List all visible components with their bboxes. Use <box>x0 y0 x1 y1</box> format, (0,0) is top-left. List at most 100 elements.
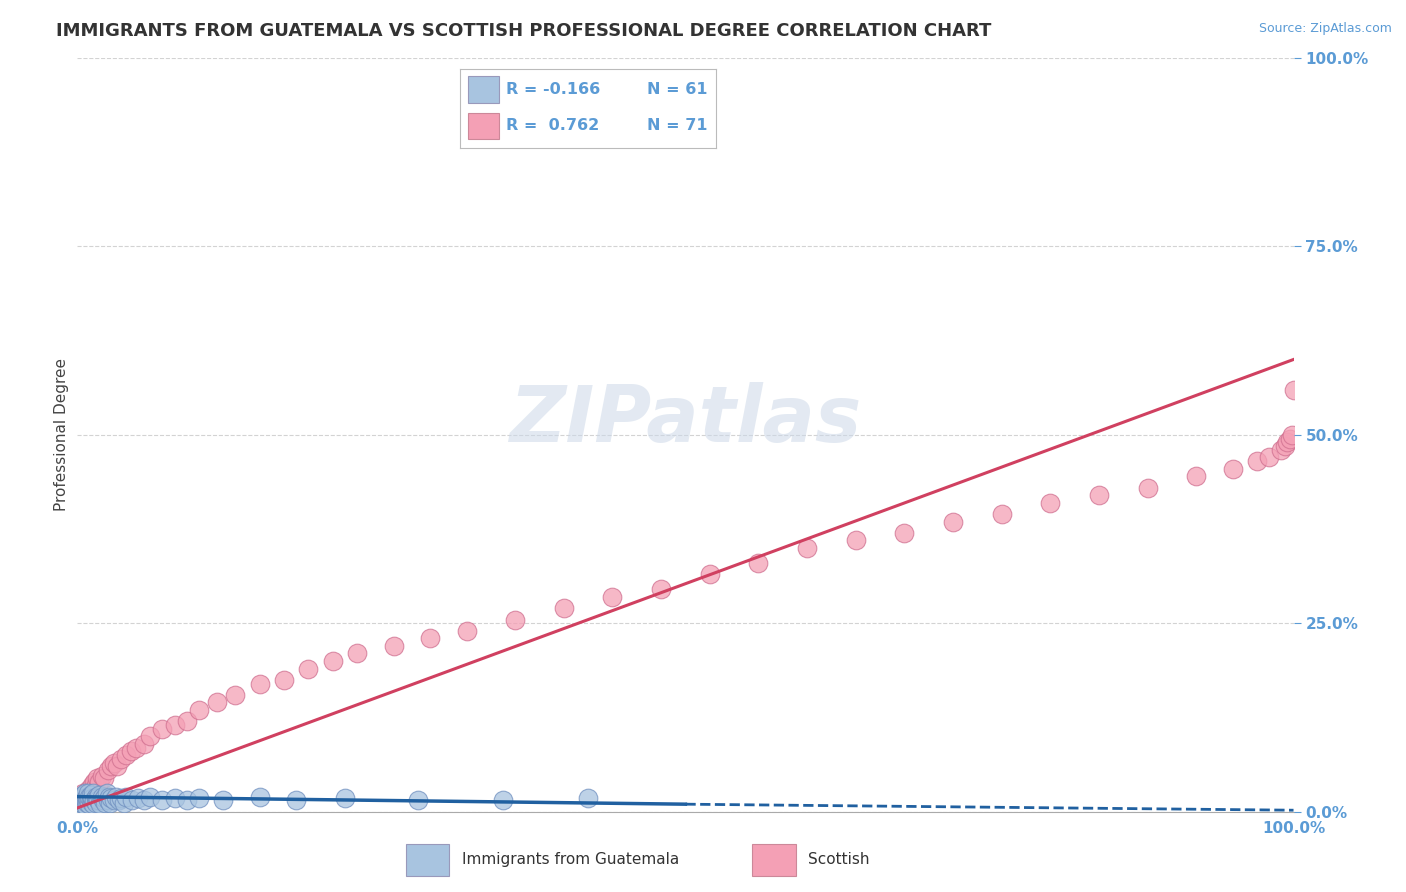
Point <box>80 786 103 800</box>
Text: R =  0.762: R = 0.762 <box>506 119 599 134</box>
Point <box>456 624 478 638</box>
Point <box>1222 462 1244 476</box>
Point <box>72 797 94 812</box>
Point <box>139 730 162 744</box>
Point <box>73 793 96 807</box>
Text: ZIPatlas: ZIPatlas <box>509 382 862 458</box>
Text: Immigrants from Guatemala: Immigrants from Guatemala <box>461 853 679 867</box>
Point <box>84 789 107 804</box>
Point <box>103 756 125 770</box>
Point <box>91 793 114 807</box>
Point <box>110 791 132 805</box>
Point <box>77 783 100 797</box>
Point <box>139 789 162 804</box>
Point <box>93 791 115 805</box>
Point <box>333 791 356 805</box>
Text: N = 71: N = 71 <box>647 119 707 134</box>
Point <box>79 788 101 802</box>
Text: Scottish: Scottish <box>808 853 870 867</box>
Point <box>699 567 721 582</box>
Point <box>79 797 101 812</box>
Point <box>990 507 1012 521</box>
Point <box>176 793 198 807</box>
Point <box>110 752 132 766</box>
Point <box>70 789 93 804</box>
Point <box>77 793 100 807</box>
Point <box>70 796 93 810</box>
Point <box>249 676 271 690</box>
Point <box>73 786 96 800</box>
Point <box>105 789 128 804</box>
Point <box>1282 383 1305 397</box>
Point <box>115 748 138 763</box>
Point <box>97 793 120 807</box>
Point <box>285 793 308 807</box>
Point <box>322 654 344 668</box>
Point <box>79 789 101 804</box>
Point <box>1277 435 1299 450</box>
Y-axis label: Professional Degree: Professional Degree <box>53 359 69 511</box>
Point <box>89 774 111 789</box>
Point <box>72 791 94 805</box>
Point <box>125 740 148 755</box>
Point <box>73 793 96 807</box>
Point <box>297 661 319 675</box>
Point <box>72 786 94 800</box>
Point <box>80 778 103 792</box>
Point <box>93 771 115 785</box>
Point <box>80 788 103 802</box>
Point <box>82 786 104 800</box>
Point <box>84 778 107 792</box>
Point <box>83 774 105 789</box>
Point <box>70 796 93 810</box>
Point <box>77 786 100 800</box>
Point <box>188 791 211 805</box>
Point <box>70 798 93 813</box>
Point <box>576 791 599 805</box>
Text: R = -0.166: R = -0.166 <box>506 82 600 97</box>
Point <box>134 737 156 751</box>
Point <box>1039 496 1062 510</box>
Point <box>553 601 575 615</box>
Point <box>1246 454 1268 468</box>
Point <box>112 796 135 810</box>
Point <box>121 793 143 807</box>
Point <box>134 793 156 807</box>
Point <box>98 796 121 810</box>
Point <box>127 791 149 805</box>
Point <box>650 582 672 597</box>
Point <box>188 703 211 717</box>
FancyBboxPatch shape <box>406 844 450 876</box>
Point <box>492 793 515 807</box>
Point <box>100 791 122 805</box>
Point <box>346 647 368 661</box>
Point <box>152 722 174 736</box>
Point <box>70 791 93 805</box>
Point <box>80 793 103 807</box>
Point <box>72 788 94 802</box>
Point <box>82 782 104 797</box>
Text: Source: ZipAtlas.com: Source: ZipAtlas.com <box>1258 22 1392 36</box>
Point <box>796 541 818 555</box>
Point <box>107 759 129 773</box>
Point <box>79 782 101 797</box>
FancyBboxPatch shape <box>468 77 499 103</box>
Point <box>97 789 120 804</box>
Point <box>107 793 129 807</box>
Point <box>69 793 91 807</box>
Point <box>1088 488 1111 502</box>
Point <box>163 791 186 805</box>
Point <box>1278 432 1301 446</box>
Point <box>224 688 246 702</box>
Point <box>1274 439 1296 453</box>
Point <box>1281 428 1303 442</box>
Point <box>747 556 769 570</box>
Point <box>942 515 965 529</box>
Point <box>76 789 98 804</box>
Point <box>176 714 198 729</box>
Point <box>94 796 117 810</box>
Point <box>212 793 235 807</box>
Point <box>87 793 110 807</box>
Text: N = 61: N = 61 <box>647 82 707 97</box>
Point <box>89 788 111 802</box>
